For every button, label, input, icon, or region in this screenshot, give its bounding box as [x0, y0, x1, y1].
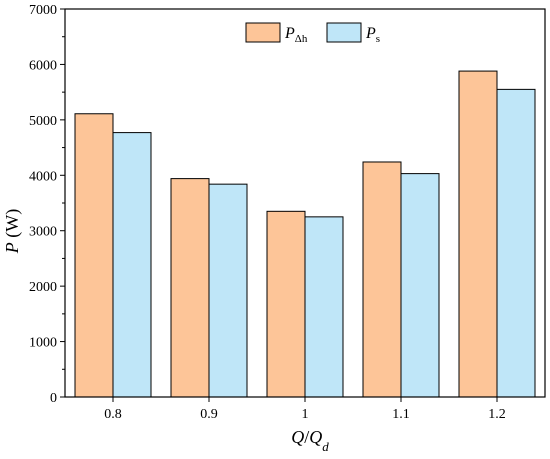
x-axis-title: Q/Qd — [291, 427, 329, 454]
legend: PΔh Ps — [245, 22, 380, 45]
y-tick-label: 3000 — [29, 225, 57, 240]
bar-p-s-1.2 — [496, 88, 536, 398]
x-tick-label: 1.1 — [392, 407, 410, 422]
y-axis-title: P (W) — [2, 209, 23, 254]
bar-p-dh-1 — [266, 210, 306, 398]
legend-swatch-p-dh — [245, 22, 281, 43]
x-tick-label: 1 — [302, 407, 309, 422]
x-tick-label: 0.9 — [200, 407, 218, 422]
bars-group — [74, 70, 536, 398]
bar-p-dh-0.9 — [170, 178, 210, 398]
bar-p-s-0.8 — [112, 132, 152, 398]
y-tick-label: 5000 — [29, 114, 57, 129]
legend-swatch-p-s — [326, 22, 362, 43]
bar-p-dh-0.8 — [74, 113, 114, 398]
x-tick-label: 1.2 — [488, 407, 506, 422]
y-tick-label: 4000 — [29, 169, 57, 184]
x-tick-label: 0.8 — [104, 407, 122, 422]
legend-label-p-s: Ps — [365, 25, 380, 45]
bar-p-dh-1.1 — [362, 161, 402, 398]
y-tick-label: 1000 — [29, 336, 57, 351]
y-tick-label: 2000 — [29, 280, 57, 295]
legend-label-p-dh: PΔh — [284, 25, 308, 45]
bar-p-s-1.1 — [400, 173, 440, 398]
bar-p-dh-1.2 — [458, 70, 498, 398]
axes-group: 0.8 0.9 1 1.1 1.2 0 1000 2000 3000 4000 5000 6000 70… — [29, 3, 546, 422]
y-tick-label: 6000 — [29, 58, 57, 73]
y-tick-label: 7000 — [29, 3, 57, 18]
bar-p-s-0.9 — [208, 183, 248, 398]
y-tick-label: 0 — [50, 391, 57, 406]
bar-p-s-1 — [304, 216, 344, 398]
